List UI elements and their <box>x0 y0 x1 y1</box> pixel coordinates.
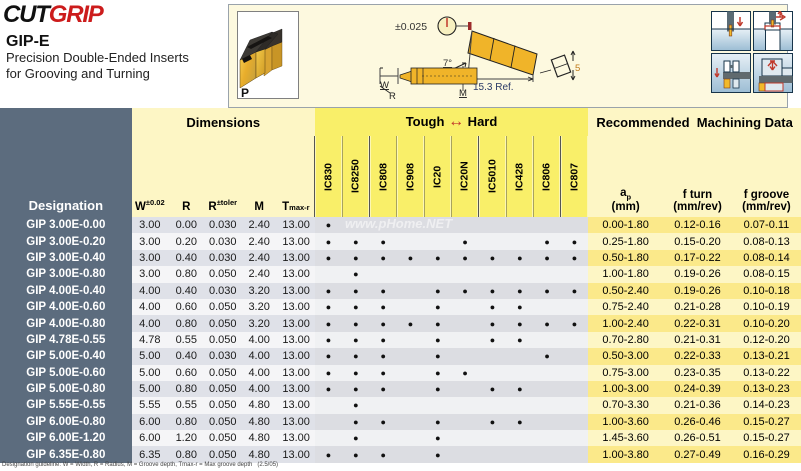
svg-text:5: 5 <box>575 63 580 74</box>
svg-text:±0.025: ±0.025 <box>395 21 427 33</box>
